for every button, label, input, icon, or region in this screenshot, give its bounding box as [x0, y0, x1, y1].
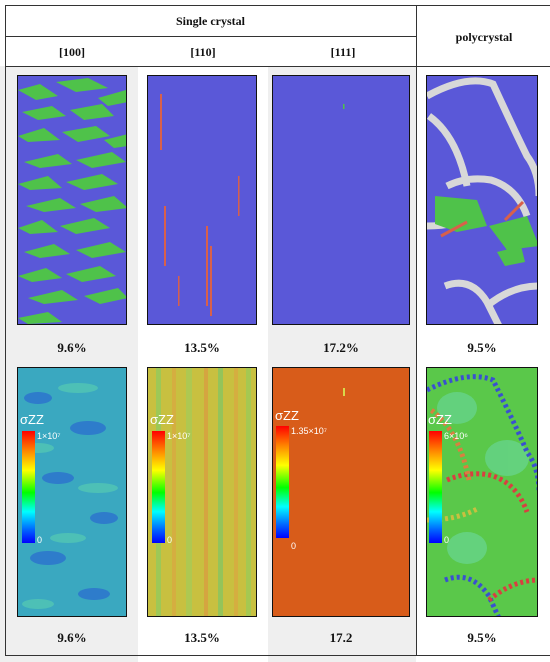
col-header-111: [111] [330, 45, 356, 59]
strain-label-111-row2: 17.2 [329, 630, 353, 645]
sigma-zz-label-110: σZZ [150, 412, 174, 427]
rule-top [5, 5, 550, 6]
strain-label-poly-row2: 9.5% [467, 630, 497, 645]
col-header-100: [100] [59, 45, 85, 59]
strain-label-poly-row1: 9.5% [467, 340, 497, 355]
rule-bottom [5, 655, 550, 656]
structure-image-100 [17, 75, 127, 325]
colorbar-min-poly: 0 [444, 535, 450, 545]
stress-image-110: σZZ 1×10⁷ 0 [147, 367, 257, 617]
colorbar-min-100: 0 [37, 535, 43, 545]
colorbar-max-111: 1.35×10⁷ [291, 426, 328, 436]
colorbar-max-110: 1×10⁷ [167, 431, 191, 441]
stress-image-100: σZZ 1×10⁷ 0 [17, 367, 127, 617]
strain-label-111-row1: 17.2% [323, 340, 359, 355]
colorbar-111 [276, 426, 289, 538]
colorbar-poly [429, 431, 442, 543]
colorbar-min-110: 0 [167, 535, 173, 545]
strain-label-100-row1: 9.6% [57, 340, 87, 355]
group-header: Single crystal [176, 14, 245, 28]
rule-group [5, 36, 416, 37]
strain-label-110-row1: 13.5% [184, 340, 220, 355]
sigma-zz-label-100: σZZ [20, 412, 44, 427]
colorbar-max-100: 1×10⁷ [37, 431, 61, 441]
rule-header [5, 66, 550, 67]
colorbar-max-poly: 6×10⁶ [444, 431, 468, 441]
sigma-zz-label-poly: σZZ [428, 412, 452, 427]
structure-image-poly [426, 75, 538, 325]
stress-image-111: σZZ 1.35×10⁷ 0 [272, 367, 410, 617]
strain-label-100-row2: 9.6% [57, 630, 87, 645]
colorbar-100 [22, 431, 35, 543]
sigma-zz-label-111: σZZ [275, 408, 299, 423]
colorbar-110 [152, 431, 165, 543]
structure-image-111 [272, 75, 410, 325]
structure-image-110 [147, 75, 257, 325]
colorbar-min-111: 0 [291, 541, 297, 551]
rule-poly [416, 5, 417, 656]
strain-label-110-row2: 13.5% [184, 630, 220, 645]
rule-left [5, 5, 6, 656]
col-header-110: [110] [190, 45, 216, 59]
col-header-poly: polycrystal [455, 30, 513, 44]
stress-image-poly: σZZ 6×10⁶ 0 [426, 367, 538, 617]
